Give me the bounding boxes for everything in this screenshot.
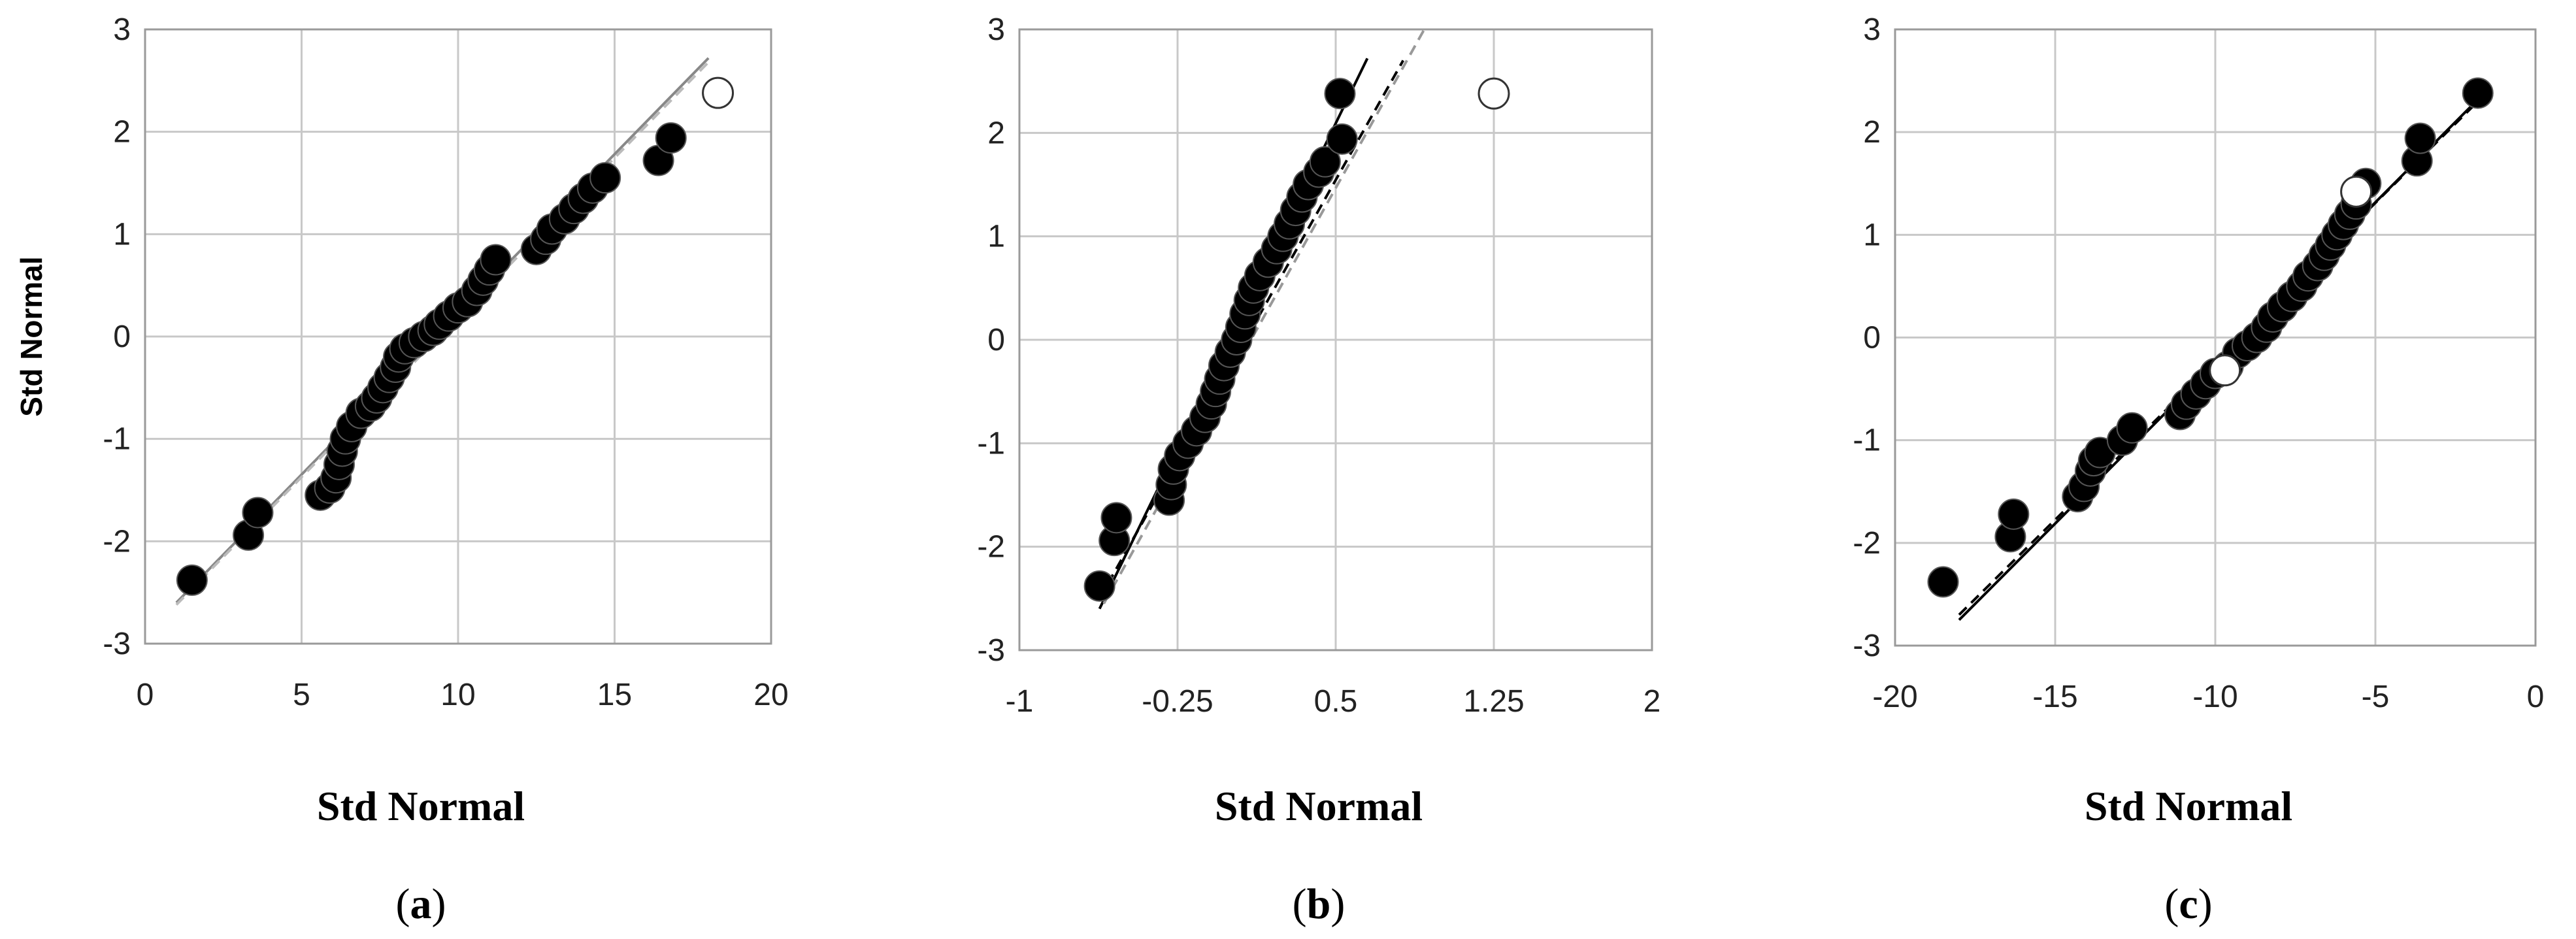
y-tick-label: -3 [1853, 629, 1881, 663]
y-tick-label: -1 [103, 422, 131, 457]
y-tick-label: 2 [113, 115, 131, 150]
y-tick-label: -2 [1853, 526, 1881, 561]
fit-line-dashed [1958, 94, 2486, 616]
data-point [589, 162, 621, 194]
x-tick-label: 15 [597, 678, 632, 712]
plot-frame [1018, 28, 1653, 651]
open-data-point [1478, 77, 1510, 110]
data-point [176, 564, 208, 596]
plot-frame [144, 28, 772, 645]
data-point [655, 122, 687, 154]
x-axis-label: Std Normal [317, 783, 525, 829]
y-tick-label: 0 [113, 320, 131, 354]
panel-b: -3 -2 -1 0 1 2 3 -1 -0.25 0.5 1.25 2 Std Normal (b) [977, 12, 1660, 928]
data-point [480, 244, 512, 276]
y-tick-label: 2 [1863, 115, 1881, 150]
x-tick-label: 1.25 [1463, 684, 1524, 719]
x-tick-label: 2 [1643, 684, 1661, 719]
open-data-point [2209, 354, 2241, 387]
x-tick-label: 5 [293, 678, 310, 712]
x-tick-label: -15 [2032, 680, 2077, 714]
plot-frame [1894, 28, 2537, 647]
x-tick-label: 0 [2527, 680, 2545, 714]
data-point [1927, 566, 1959, 598]
x-tick-label: -10 [2192, 680, 2237, 714]
y-tick-label: 3 [1863, 12, 1881, 47]
y-tick-label: 0 [1863, 321, 1881, 355]
x-axis-label: Std Normal [2085, 783, 2292, 829]
y-tick-label: -2 [103, 524, 131, 559]
x-axis-label: Std Normal [1215, 783, 1423, 829]
fit-line-dashed [1102, 29, 1426, 604]
x-tick-label: 0 [137, 678, 154, 712]
data-point [2462, 77, 2494, 109]
open-data-point [2340, 175, 2373, 208]
y-tick-label: 1 [113, 217, 131, 252]
y-tick-label: 2 [987, 116, 1005, 150]
data-point [1998, 498, 2030, 530]
y-tick-label: 1 [1863, 218, 1881, 252]
y-tick-label: -2 [977, 530, 1005, 565]
x-tick-label: -5 [2362, 680, 2390, 714]
y-tick-label: 1 [987, 220, 1005, 254]
panel-a: -3 -2 -1 0 1 2 3 0 5 10 15 20 Std Normal Std Normal (a… [14, 12, 789, 928]
x-tick-label: 20 [753, 678, 788, 712]
data-point [1324, 78, 1356, 110]
panel-label: (a) [396, 880, 446, 928]
data-point [1326, 123, 1358, 155]
y-tick-label: 3 [113, 12, 131, 47]
y-tick-label: -3 [977, 633, 1005, 668]
panel-label: (b) [1293, 880, 1346, 928]
y-tick-label: -1 [1853, 423, 1881, 458]
y-axis-label: Std Normal [14, 256, 48, 416]
x-tick-label: 10 [440, 678, 475, 712]
y-tick-label: 0 [987, 323, 1005, 357]
data-point [2404, 122, 2436, 154]
y-tick-label: 3 [987, 12, 1005, 47]
open-data-point [702, 76, 735, 109]
x-tick-label: 0.5 [1314, 684, 1358, 719]
data-point [242, 497, 274, 529]
x-tick-label: -20 [1872, 680, 1917, 714]
x-tick-label: -0.25 [1142, 684, 1213, 719]
y-tick-label: -1 [977, 426, 1005, 461]
x-tick-label: -1 [1006, 684, 1034, 719]
data-point [1100, 502, 1132, 534]
data-point [1083, 570, 1115, 602]
y-tick-label: -3 [103, 627, 131, 661]
data-point [1309, 146, 1341, 178]
panel-label: (c) [2164, 880, 2212, 928]
data-point [2116, 412, 2148, 444]
